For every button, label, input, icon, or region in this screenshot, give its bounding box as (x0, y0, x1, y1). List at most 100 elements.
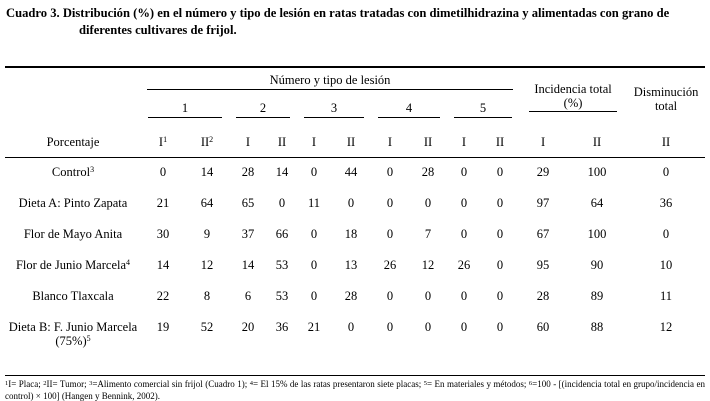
cell: 0 (460, 196, 468, 210)
header-row-groups: Número y tipo de lesión Incidencia total… (5, 67, 705, 113)
subcol-header: I (447, 129, 481, 158)
row-label: Control3 (51, 165, 95, 180)
subcol-header: I (519, 129, 568, 158)
header-row-subcolumns: Porcentaje I1 II2 I II I II I II I II I … (5, 129, 706, 158)
caption-text: Distribución (%) en el número y tipo de … (62, 6, 670, 37)
cell: 53 (275, 258, 289, 272)
cell: 0 (310, 289, 318, 303)
cell: 37 (241, 227, 255, 241)
table-row-dieta-a: Dieta A: Pinto Zapata 21 64 65 0 11 0 0 … (5, 188, 705, 219)
cell: 0 (386, 227, 394, 241)
group-1-underline (148, 117, 222, 118)
header-blank-cell (5, 95, 141, 129)
table-row-control: Control3 0 14 28 14 0 44 0 28 0 0 29 100… (5, 157, 705, 188)
cell: 36 (267, 312, 297, 376)
cell: 22 (156, 289, 170, 303)
data-table: Número y tipo de lesión Incidencia total… (5, 66, 706, 376)
group-header-2: 2 (229, 95, 297, 129)
group-header-1: 1 (141, 95, 229, 129)
cell: 14 (275, 165, 289, 180)
cell: 52 (185, 312, 229, 376)
table-row-flor-mayo-anita: Flor de Mayo Anita 30 9 37 66 0 18 0 7 0… (5, 219, 705, 250)
cell: 0 (460, 165, 468, 180)
cell: 0 (278, 196, 286, 210)
subcol-header: I1 (141, 129, 185, 158)
cell: 13 (344, 258, 358, 272)
cell: 20 (229, 312, 267, 376)
cell: 26 (457, 258, 471, 272)
cell: 65 (241, 196, 255, 210)
cell: 6 (244, 289, 252, 303)
cell: 90 (590, 258, 604, 272)
lesion-group-underline (147, 88, 514, 90)
cell: 11 (660, 289, 673, 303)
cell: 0 (159, 165, 167, 180)
cell: 0 (386, 165, 394, 180)
lesion-group-header: Número y tipo de lesión (141, 67, 519, 95)
cell: 88 (567, 312, 628, 376)
cell: 0 (424, 196, 432, 210)
cell: 64 (590, 196, 604, 210)
cell: 0 (386, 289, 394, 303)
incidencia-underline (529, 111, 618, 112)
header-blank-cell (5, 67, 141, 95)
incidencia-header-line2: (%) (563, 96, 583, 110)
cell: 28 (241, 165, 255, 180)
table-row-dieta-b: Dieta B: F. Junio Marcela (75%)5 19 52 2… (5, 312, 706, 376)
group-4-underline (378, 117, 440, 118)
row-label: Blanco Tlaxcala (32, 289, 114, 303)
cell: 0 (371, 312, 409, 376)
cell: 0 (496, 289, 504, 303)
cell: 0 (331, 312, 371, 376)
lesion-group-header-label: Número y tipo de lesión (269, 72, 391, 87)
subcol-header: II (481, 129, 520, 158)
cell: 0 (662, 165, 670, 180)
disminucion-total-header: Disminución total (627, 67, 705, 129)
cell: 28 (536, 289, 550, 303)
cell: 21 (156, 196, 170, 210)
subcol-header: II (331, 129, 371, 158)
cell: 28 (421, 165, 435, 180)
table-caption: Cuadro 3. Distribución (%) en el número … (6, 5, 704, 39)
row-label: Flor de Mayo Anita (23, 227, 123, 241)
cell: 12 (627, 312, 706, 376)
cell: 0 (310, 165, 318, 180)
cell: 0 (347, 196, 355, 210)
disminucion-header-line2: total (654, 98, 678, 113)
cell: 0 (496, 196, 504, 210)
cell: 67 (536, 227, 550, 241)
cell: 0 (496, 165, 504, 180)
cell: 0 (310, 258, 318, 272)
cell: 64 (200, 196, 214, 210)
cell: 0 (460, 289, 468, 303)
caption-label: Cuadro 3. (6, 6, 60, 20)
disminucion-header-line1: Disminución (633, 84, 699, 99)
group-header-3: 3 (297, 95, 371, 129)
cell: 66 (275, 227, 289, 241)
cell: 19 (141, 312, 185, 376)
cell: 12 (200, 258, 214, 272)
cell: 44 (344, 165, 358, 180)
cell: 0 (447, 312, 481, 376)
subcol-header: I (229, 129, 267, 158)
subcol-header: II (409, 129, 447, 158)
subcol-header: II (567, 129, 628, 158)
group-2-underline (236, 117, 290, 118)
cell: 0 (386, 196, 394, 210)
cell: 0 (409, 312, 447, 376)
group-3-underline (304, 117, 364, 118)
cell: 53 (275, 289, 289, 303)
cell: 14 (241, 258, 255, 272)
group-header-5: 5 (447, 95, 519, 129)
subcol-header: II2 (185, 129, 229, 158)
cell: 26 (383, 258, 397, 272)
cell: 100 (587, 227, 607, 241)
cell: 7 (424, 227, 432, 241)
subcol-header: I (297, 129, 331, 158)
cell: 0 (496, 258, 504, 272)
cell: 8 (203, 289, 211, 303)
cell: 97 (536, 196, 550, 210)
incidencia-total-header: Incidencia total (%) (519, 67, 627, 129)
row-label: Dieta B: F. Junio Marcela (75%)5 (5, 312, 141, 376)
